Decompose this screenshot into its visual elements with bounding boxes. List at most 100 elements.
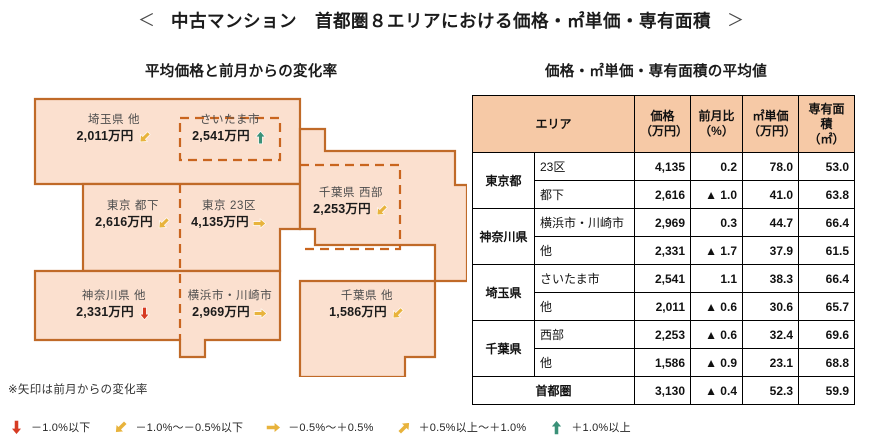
- table-body: 東京都 23区 4,135 0.2 78.0 53.0 都下 2,616 ▲ 1…: [472, 152, 855, 405]
- prev-page-arrow[interactable]: ＜: [138, 11, 155, 30]
- map-shapes: [33, 97, 467, 377]
- map-label-name: 神奈川県 他: [81, 290, 147, 302]
- cell-change: ▲ 0.9: [690, 348, 743, 377]
- cell-price: 2,011: [634, 292, 691, 321]
- cell-floor-area: 63.8: [798, 180, 855, 209]
- up-arrow-green-icon: [548, 419, 565, 436]
- map-label-value: 2,616万円: [95, 215, 153, 230]
- legend-item: －1.0%～－0.5%以下: [112, 419, 243, 436]
- map-label-chiba-other: 千葉県 他 1,586万円: [305, 289, 429, 321]
- next-page-arrow[interactable]: ＞: [727, 11, 744, 30]
- col-header-change-line1: 前月比: [698, 109, 735, 123]
- legend-label: －1.0%～－0.5%以下: [135, 422, 244, 434]
- map-label-saitama-other: 埼玉県 他 2,011万円: [49, 113, 179, 145]
- map-label-name: さいたま市: [199, 114, 261, 126]
- cell-area: 他: [534, 348, 635, 377]
- right-arrow-yellow-icon: [265, 419, 282, 436]
- cell-total-change: ▲ 0.4: [690, 376, 743, 405]
- table-header: エリア 価格 （万円） 前月比 （%） ㎡単価 （万円） 専有面積 （㎡）: [472, 95, 855, 153]
- down-arrow-red-icon: [137, 306, 152, 321]
- map-label-value: 2,331万円: [76, 305, 134, 320]
- cell-change: ▲ 1.7: [690, 236, 743, 265]
- cell-area: 西部: [534, 320, 635, 349]
- col-header-size-line2: （㎡）: [808, 131, 845, 146]
- map-label-name: 埼玉県 他: [87, 114, 141, 126]
- page-title: 中古マンション 首都圏８エリアにおける価格・㎡単価・専有面積: [171, 11, 711, 31]
- legend-item: －0.5%～＋0.5%: [265, 419, 373, 436]
- map-label-value: 2,541万円: [192, 129, 250, 144]
- table-row: 埼玉県 さいたま市 2,541 1.1 38.3 66.4: [472, 264, 855, 321]
- cell-area: 横浜市・川崎市: [534, 208, 635, 237]
- cell-price: 2,616: [634, 180, 691, 209]
- table-row: 千葉県 西部 2,253 ▲ 0.6 32.4 69.6: [472, 320, 855, 377]
- map-label-value: 2,969万円: [192, 305, 250, 320]
- cell-total-price: 3,130: [634, 376, 691, 405]
- map-label-chiba-west: 千葉県 西部 2,253万円: [303, 186, 399, 218]
- map-footnote: ※矢印は前月からの変化率: [8, 384, 148, 396]
- table-header-row: エリア 価格 （万円） 前月比 （%） ㎡単価 （万円） 専有面積 （㎡）: [472, 95, 855, 153]
- map-label-value: 2,011万円: [76, 129, 134, 144]
- cell-unit-price: 30.6: [742, 292, 799, 321]
- cell-unit-price: 44.7: [742, 208, 799, 237]
- legend-item: ＋0.5%以上～＋1.0%: [396, 419, 527, 436]
- cell-prefecture: 東京都: [472, 152, 535, 209]
- cell-price: 2,541: [634, 264, 691, 293]
- up-arrow-green-icon: [253, 130, 268, 145]
- right-section-heading: 価格・㎡単価・専有面積の平均値: [545, 64, 767, 80]
- table-row: 東京都 23区 4,135 0.2 78.0 53.0: [472, 152, 855, 209]
- legend-label: －0.5%～＋0.5%: [288, 422, 374, 434]
- col-header-price-line2: （万円）: [640, 124, 689, 138]
- map-label-value: 4,135万円: [191, 215, 249, 230]
- down-right-arrow-yellow-icon: [156, 216, 171, 231]
- map-label-yokohama-kawasaki: 横浜市・川崎市 2,969万円: [181, 289, 279, 321]
- map-label-name: 千葉県 他: [340, 290, 394, 302]
- legend-label: ＋0.5%以上～＋1.0%: [418, 422, 527, 434]
- cell-change: ▲ 0.6: [690, 320, 743, 349]
- map-label-name: 東京 都下: [106, 200, 160, 212]
- cell-total-floor-area: 59.9: [798, 376, 855, 405]
- col-header-change: 前月比 （%）: [690, 95, 743, 153]
- cell-floor-area: 65.7: [798, 292, 855, 321]
- cell-unit-price: 78.0: [742, 152, 799, 181]
- cell-floor-area: 53.0: [798, 152, 855, 181]
- map-label-tokyo-23ku: 東京 23区 4,135万円: [183, 199, 275, 231]
- region-map: 埼玉県 他 2,011万円 さいたま市 2,541万円 東京 都下 2,616万…: [15, 85, 467, 377]
- cell-total-unit-price: 52.3: [742, 376, 799, 405]
- cell-floor-area: 66.4: [798, 208, 855, 237]
- cell-unit-price: 37.9: [742, 236, 799, 265]
- map-label-tokyo-tokabu: 東京 都下 2,616万円: [87, 199, 179, 231]
- cell-unit-price: 32.4: [742, 320, 799, 349]
- cell-area: 他: [534, 236, 635, 265]
- col-header-price-line1: 価格: [650, 109, 675, 123]
- cell-floor-area: 69.6: [798, 320, 855, 349]
- right-arrow-yellow-icon: [252, 216, 267, 231]
- cell-unit-price: 23.1: [742, 348, 799, 377]
- col-header-price: 価格 （万円）: [634, 95, 691, 153]
- cell-floor-area: 68.8: [798, 348, 855, 377]
- down-arrow-red-icon: [8, 419, 25, 436]
- table-row: 神奈川県 横浜市・川崎市 2,969 0.3 44.7 66.4: [472, 208, 855, 265]
- stats-table: エリア 価格 （万円） 前月比 （%） ㎡単価 （万円） 専有面積 （㎡）: [472, 95, 855, 405]
- down-right-arrow-yellow-icon: [112, 419, 129, 436]
- cell-change: 0.3: [690, 208, 743, 237]
- down-right-arrow-yellow-icon: [374, 203, 389, 218]
- map-label-value: 1,586万円: [329, 305, 387, 320]
- col-header-floor-area: 専有面積 （㎡）: [798, 95, 855, 153]
- table-row: 他 2,011 ▲ 0.6 30.6 65.7: [473, 292, 855, 321]
- legend-item: ＋1.0%以上: [548, 419, 631, 436]
- col-header-unit-line2: （万円）: [748, 124, 797, 138]
- cell-area: 都下: [534, 180, 635, 209]
- cell-unit-price: 38.3: [742, 264, 799, 293]
- map-dashed-saitama-city: [178, 116, 282, 162]
- down-right-arrow-yellow-icon: [137, 130, 152, 145]
- cell-total-label: 首都圏: [472, 376, 635, 405]
- col-header-change-line2: （%）: [699, 124, 734, 138]
- cell-floor-area: 61.5: [798, 236, 855, 265]
- map-area-chiba-other: [298, 279, 437, 377]
- trend-legend: －1.0%以下 －1.0%～－0.5%以下 －0.5%～＋0.5% ＋0.5%以…: [8, 414, 708, 440]
- cell-price: 1,586: [634, 348, 691, 377]
- up-right-arrow-yellow-icon: [396, 419, 413, 436]
- col-header-area: エリア: [472, 95, 635, 153]
- legend-label: －1.0%以下: [31, 422, 91, 434]
- table-row: 都下 2,616 ▲ 1.0 41.0 63.8: [473, 180, 855, 209]
